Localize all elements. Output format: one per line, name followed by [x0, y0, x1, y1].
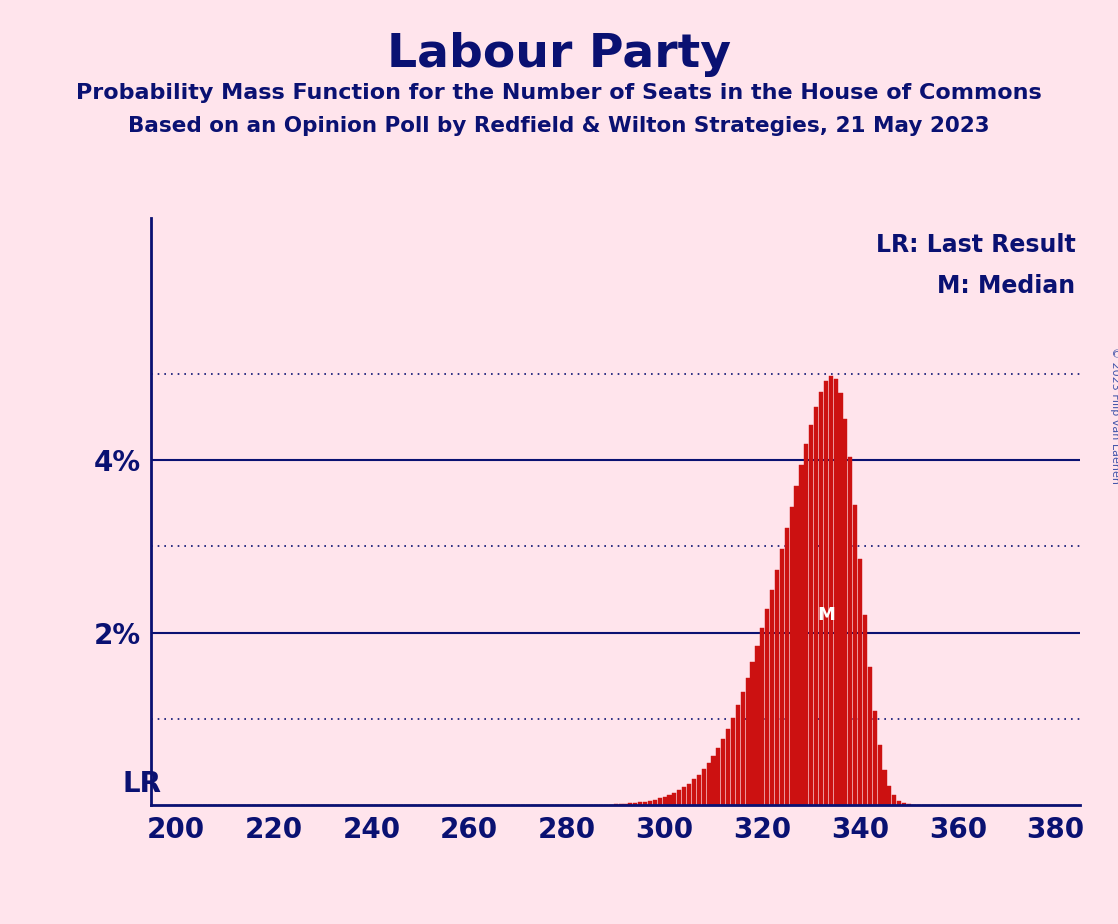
Bar	[878, 746, 882, 805]
Bar	[672, 793, 676, 805]
Bar	[756, 646, 759, 805]
Text: Labour Party: Labour Party	[387, 32, 731, 78]
Bar	[618, 804, 623, 805]
Bar	[843, 419, 847, 805]
Bar	[863, 615, 868, 805]
Bar	[697, 774, 701, 805]
Bar	[765, 609, 769, 805]
Bar	[849, 456, 852, 805]
Bar	[892, 796, 897, 805]
Bar	[731, 718, 736, 805]
Bar	[785, 529, 789, 805]
Bar	[838, 393, 843, 805]
Bar	[643, 802, 647, 805]
Text: LR: LR	[122, 771, 161, 798]
Bar	[775, 570, 779, 805]
Bar	[818, 392, 823, 805]
Bar	[711, 756, 716, 805]
Bar	[789, 507, 794, 805]
Bar	[824, 381, 828, 805]
Bar	[750, 663, 755, 805]
Bar	[888, 785, 891, 805]
Bar	[760, 628, 765, 805]
Bar	[678, 790, 681, 805]
Bar	[858, 559, 862, 805]
Bar	[779, 549, 784, 805]
Text: Based on an Opinion Poll by Redfield & Wilton Strategies, 21 May 2023: Based on an Opinion Poll by Redfield & W…	[129, 116, 989, 136]
Bar	[717, 748, 720, 805]
Bar	[663, 796, 666, 805]
Bar	[902, 803, 906, 805]
Bar	[721, 738, 726, 805]
Bar	[692, 780, 697, 805]
Bar	[746, 677, 750, 805]
Text: M: Median: M: Median	[937, 274, 1076, 298]
Bar	[647, 801, 652, 805]
Bar	[814, 407, 818, 805]
Bar	[828, 376, 833, 805]
Bar	[726, 729, 730, 805]
Bar	[853, 505, 858, 805]
Bar	[834, 379, 837, 805]
Bar	[873, 711, 877, 805]
Bar	[882, 770, 887, 805]
Text: M: M	[817, 606, 835, 624]
Bar	[795, 486, 798, 805]
Bar	[741, 692, 745, 805]
Bar	[633, 803, 637, 805]
Bar	[736, 705, 740, 805]
Bar	[897, 800, 901, 805]
Text: © 2023 Filip van Laenen: © 2023 Filip van Laenen	[1110, 347, 1118, 484]
Bar	[799, 465, 804, 805]
Bar	[702, 769, 705, 805]
Text: Probability Mass Function for the Number of Seats in the House of Commons: Probability Mass Function for the Number…	[76, 83, 1042, 103]
Bar	[682, 787, 686, 805]
Bar	[638, 802, 642, 805]
Bar	[624, 804, 627, 805]
Bar	[809, 425, 813, 805]
Bar	[868, 667, 872, 805]
Bar	[628, 804, 633, 805]
Bar	[657, 798, 662, 805]
Bar	[667, 795, 672, 805]
Bar	[686, 784, 691, 805]
Text: LR: Last Result: LR: Last Result	[875, 233, 1076, 257]
Bar	[653, 800, 657, 805]
Bar	[804, 444, 808, 805]
Bar	[770, 590, 774, 805]
Bar	[707, 763, 711, 805]
